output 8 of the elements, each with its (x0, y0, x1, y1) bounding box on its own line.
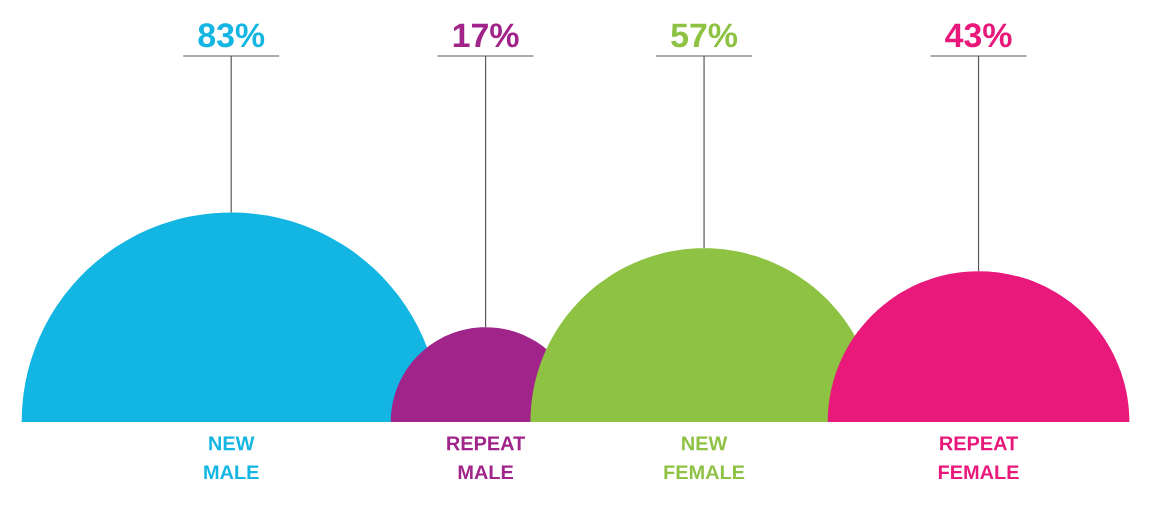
category-label: NEW MALE (204, 436, 259, 480)
data-label: 57% (671, 23, 738, 48)
data-label: 17% (453, 23, 519, 48)
category-label: REPEAT MALE (447, 436, 526, 480)
data-label: 43% (945, 23, 1012, 48)
category-label: REPEAT FEMALE (938, 436, 1019, 480)
category-label: NEW FEMALE (664, 436, 745, 480)
data-label: 83% (198, 23, 265, 48)
